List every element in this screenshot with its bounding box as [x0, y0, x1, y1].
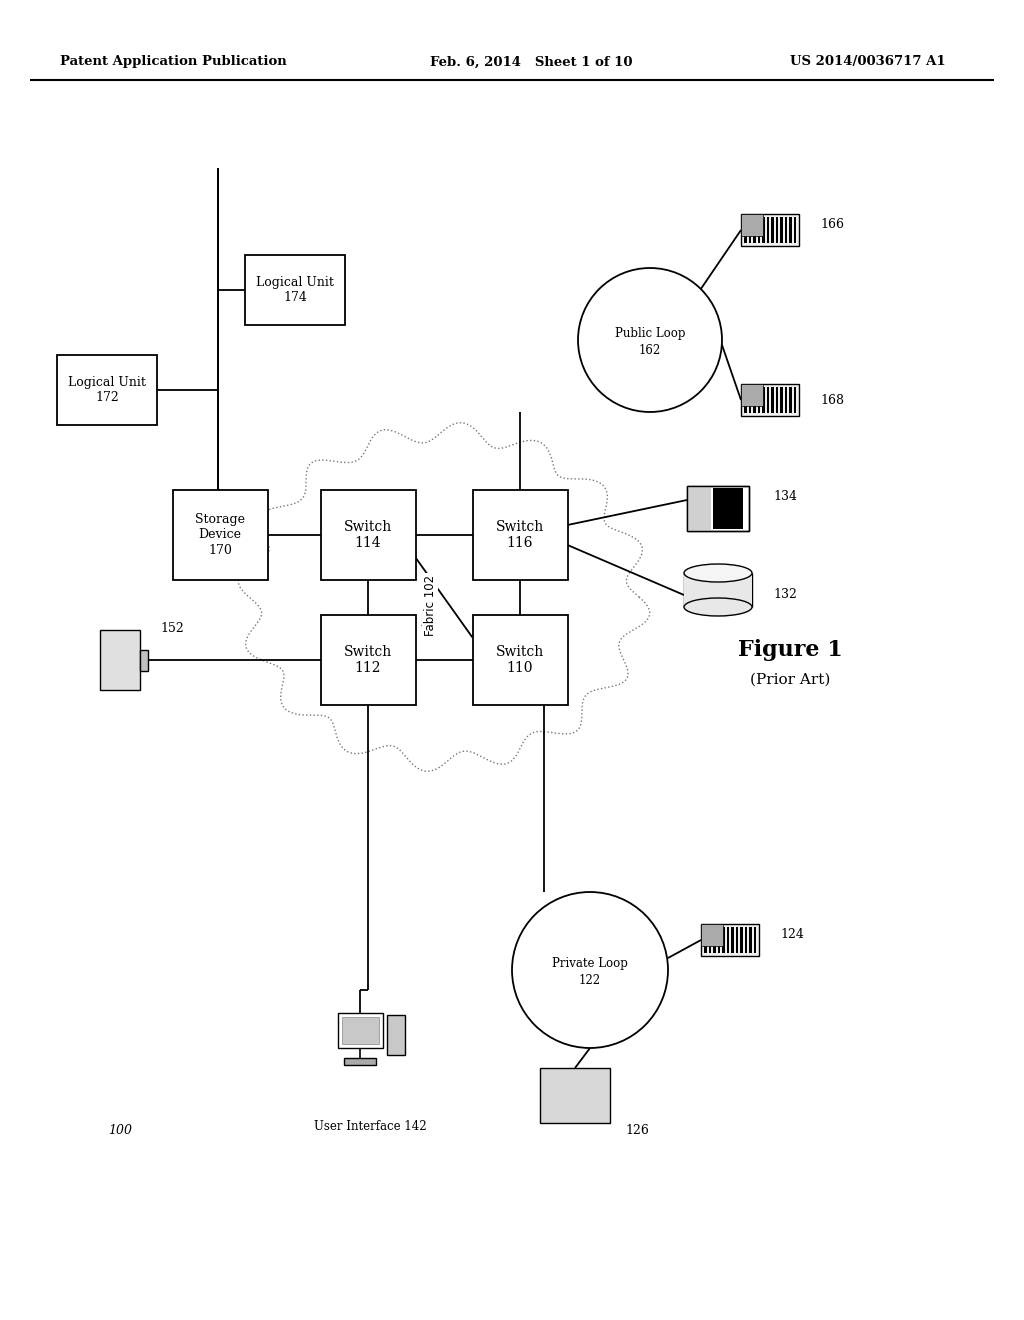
Text: 166: 166 [820, 219, 844, 231]
Bar [790, 387, 792, 413]
Text: 134: 134 [773, 490, 797, 503]
Bar [749, 927, 752, 953]
Text: Patent Application Publication: Patent Application Publication [60, 55, 287, 69]
Bar [140, 649, 148, 671]
Bar [771, 216, 773, 243]
Bar [758, 387, 760, 413]
Bar [722, 927, 725, 953]
Bar [762, 216, 765, 243]
Bar [740, 927, 742, 953]
Bar [705, 927, 707, 953]
Bar [684, 573, 752, 607]
Text: Switch
110: Switch 110 [496, 645, 544, 675]
Bar [687, 486, 749, 531]
Bar [744, 927, 746, 953]
Bar [718, 927, 720, 953]
Text: Figure 1: Figure 1 [737, 639, 843, 661]
Text: Public Loop: Public Loop [614, 327, 685, 341]
Bar [744, 387, 746, 413]
Bar [321, 490, 416, 579]
Bar [172, 490, 267, 579]
Bar [540, 1068, 610, 1122]
Bar [472, 490, 567, 579]
Bar [744, 216, 746, 243]
Bar [749, 387, 751, 413]
Text: Private Loop: Private Loop [552, 957, 628, 970]
Bar [775, 387, 778, 413]
Bar [100, 630, 140, 690]
Bar [687, 486, 749, 531]
Ellipse shape [684, 564, 752, 582]
Text: 162: 162 [639, 343, 662, 356]
Bar [735, 927, 738, 953]
Text: 126: 126 [625, 1123, 649, 1137]
Bar [749, 216, 751, 243]
Bar [758, 216, 760, 243]
Text: Switch
112: Switch 112 [344, 645, 392, 675]
Bar [338, 1012, 383, 1048]
Bar [386, 1015, 404, 1055]
Bar [472, 615, 567, 705]
Bar [344, 1057, 376, 1064]
Bar [731, 927, 733, 953]
Circle shape [578, 268, 722, 412]
Circle shape [512, 892, 668, 1048]
Bar [775, 216, 778, 243]
Bar [57, 355, 157, 425]
Text: Switch
114: Switch 114 [344, 520, 392, 550]
Bar [741, 384, 799, 416]
Bar [767, 387, 769, 413]
Bar [687, 486, 711, 531]
Bar [794, 387, 796, 413]
Text: 152: 152 [160, 622, 183, 635]
Text: 100: 100 [108, 1123, 132, 1137]
Bar [771, 387, 773, 413]
Bar [726, 927, 729, 953]
Bar [790, 216, 792, 243]
Text: Logical Unit
172: Logical Unit 172 [68, 376, 146, 404]
Text: User Interface 142: User Interface 142 [313, 1119, 426, 1133]
Bar [762, 387, 765, 413]
Bar [753, 387, 756, 413]
Bar [784, 387, 787, 413]
Bar [341, 1016, 379, 1044]
Text: Fabric 102: Fabric 102 [424, 574, 436, 635]
Bar [753, 216, 756, 243]
Bar [794, 216, 796, 243]
Text: 124: 124 [780, 928, 804, 941]
Bar [784, 216, 787, 243]
Ellipse shape [684, 598, 752, 616]
Bar [780, 387, 782, 413]
Bar [767, 216, 769, 243]
Bar [754, 927, 756, 953]
Bar [701, 924, 723, 946]
Bar [780, 216, 782, 243]
Bar [741, 214, 764, 236]
Bar [321, 615, 416, 705]
Bar [741, 384, 764, 407]
Text: Storage
Device
170: Storage Device 170 [195, 513, 245, 557]
Text: 168: 168 [820, 393, 844, 407]
Text: 122: 122 [579, 974, 601, 986]
Bar [713, 487, 742, 528]
Bar [245, 255, 345, 325]
Text: Switch
116: Switch 116 [496, 520, 544, 550]
Bar [701, 924, 759, 956]
Text: Logical Unit
174: Logical Unit 174 [256, 276, 334, 304]
Bar [713, 927, 716, 953]
Text: US 2014/0036717 A1: US 2014/0036717 A1 [790, 55, 945, 69]
Text: 132: 132 [773, 589, 797, 602]
Text: Feb. 6, 2014   Sheet 1 of 10: Feb. 6, 2014 Sheet 1 of 10 [430, 55, 633, 69]
Text: (Prior Art): (Prior Art) [750, 673, 830, 686]
Bar [709, 927, 711, 953]
Bar [741, 214, 799, 246]
